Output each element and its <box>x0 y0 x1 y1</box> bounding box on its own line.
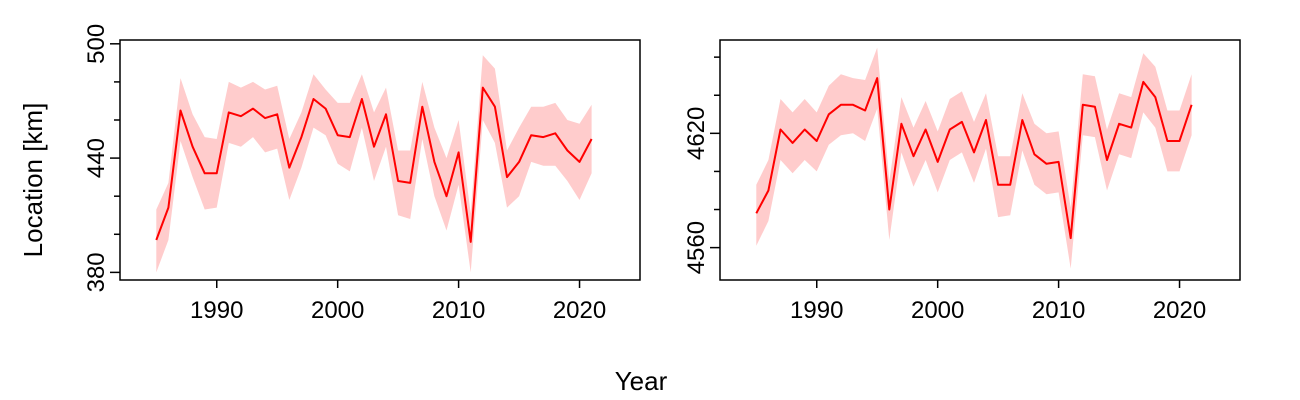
y-tick-label: 380 <box>83 252 110 292</box>
series-line <box>155 86 593 243</box>
x-tick-label: 2010 <box>1032 297 1085 324</box>
confidence-band <box>156 55 592 273</box>
x-axis-title: Year <box>615 366 668 396</box>
y-tick-label: 4620 <box>683 107 710 160</box>
y-tick-label: 4560 <box>683 221 710 274</box>
chart-panel-2: 1990 2000 2010 2020 4560 4620 <box>683 39 1241 324</box>
chart-panels: 1990 2000 2010 2020 380 440 500 1990 2000 2010 202… <box>83 24 1241 324</box>
x-tick-label: 2000 <box>911 297 964 324</box>
x-tick-label: 2000 <box>311 297 364 324</box>
y-tick-label: 440 <box>83 138 110 178</box>
plot-frame <box>719 39 1241 281</box>
series-line <box>755 77 1193 240</box>
y-axis-title: Location [km] <box>18 103 48 258</box>
x-tick-label: 2020 <box>1153 297 1206 324</box>
x-tick-label: 2020 <box>553 297 606 324</box>
x-tick-label: 1990 <box>190 297 243 324</box>
x-tick-label: 1990 <box>790 297 843 324</box>
y-tick-label: 500 <box>83 24 110 64</box>
x-tick-label: 2010 <box>432 297 485 324</box>
plot-frame <box>119 39 641 281</box>
chart-panel-1: 1990 2000 2010 2020 380 440 500 <box>83 24 641 324</box>
confidence-band <box>756 47 1192 269</box>
